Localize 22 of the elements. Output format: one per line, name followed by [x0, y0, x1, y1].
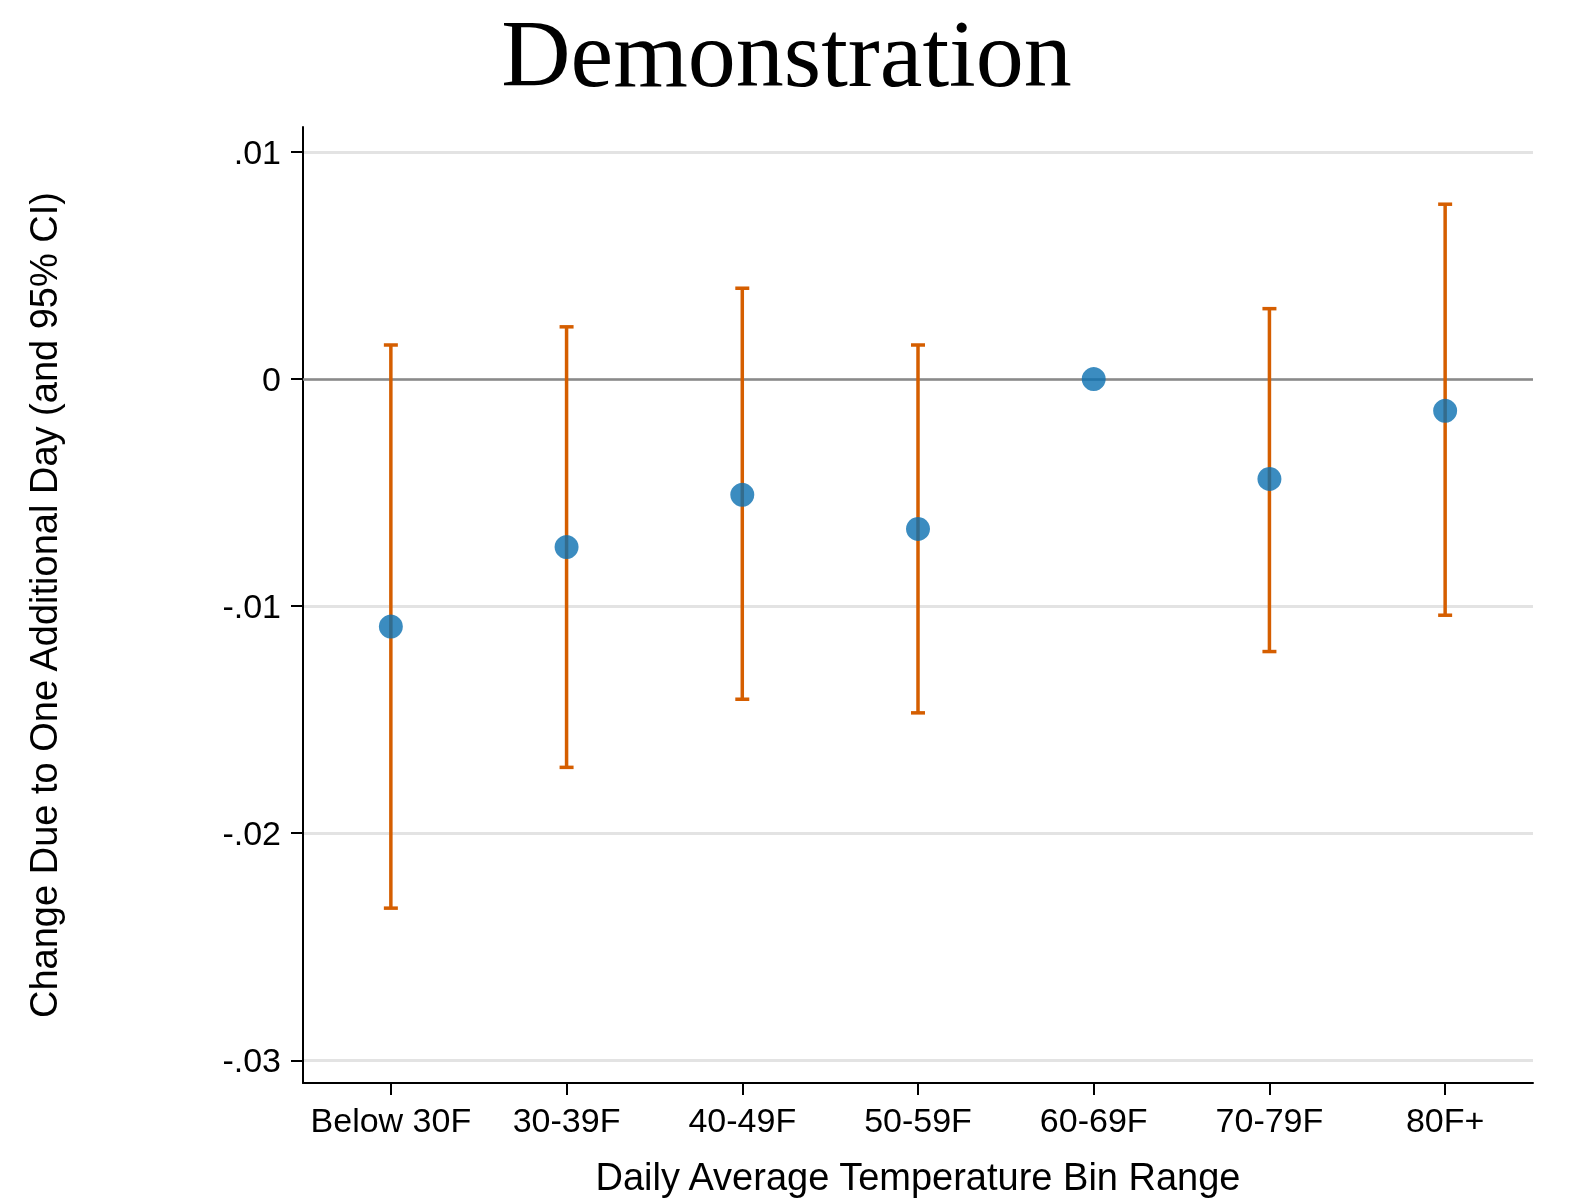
x-tick-label: 50-59F: [864, 1101, 972, 1139]
point: [730, 482, 755, 507]
point: [1081, 367, 1106, 392]
point: [1257, 466, 1282, 491]
point: [906, 516, 930, 541]
y-tick-label: -.03: [222, 1041, 281, 1080]
x-tick-label: Below 30F: [310, 1101, 472, 1139]
y-tick-label: -.02: [222, 814, 281, 853]
x-tick-label: 60-69F: [1039, 1101, 1148, 1139]
x-tick-label: 80F+: [1405, 1101, 1485, 1139]
point: [1433, 398, 1458, 423]
y-tick-label: .01: [233, 132, 281, 171]
y-tick-label: -.01: [222, 587, 281, 626]
point: [554, 535, 579, 560]
x-tick-label: 30-39F: [512, 1101, 621, 1139]
x-tick-label: 70-79F: [1215, 1101, 1324, 1139]
point: [378, 614, 403, 639]
y-tick-label: 0: [262, 360, 281, 399]
x-tick-label: 40-49F: [688, 1101, 797, 1139]
chart-title: Demonstration: [501, 0, 1072, 107]
x-axis-title: Daily Average Temperature Bin Range: [595, 1156, 1241, 1198]
y-axis-title: Change Due to One Additional Day (and 95% CI): [23, 192, 65, 1018]
